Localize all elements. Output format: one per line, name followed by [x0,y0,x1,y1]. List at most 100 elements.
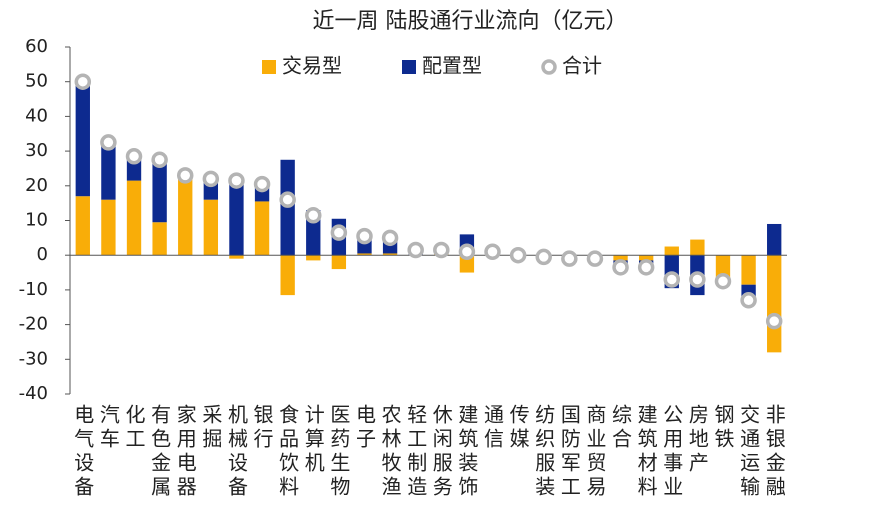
bar [75,81,90,197]
bar [767,223,782,256]
bar [75,196,90,256]
legend-label: 合计 [562,54,602,78]
y-tick-label: 60 [25,36,48,57]
y-tick-label: 10 [25,210,48,231]
y-tick-label: 20 [25,175,48,196]
bar [638,255,654,261]
total-dot [458,243,476,260]
total-dot [305,207,322,224]
bar [101,199,116,256]
x-tick-label: 采掘 [199,404,223,452]
y-tick-label: 30 [25,140,48,161]
x-tick-label: 纺织服装 [532,404,556,500]
total-dot [125,148,143,165]
x-tick-label: 家用电器 [173,404,197,500]
x-tick-label: 建筑材料 [634,404,658,500]
x-tick-label: 钢铁 [711,404,735,452]
bar [613,255,628,261]
chart-title: 近一周 陆股通行业流向（亿元） [313,9,628,34]
x-tick-label: 商业贸易 [583,404,607,500]
total-dot [74,73,92,90]
total-dot [765,312,783,330]
total-dot [561,250,578,267]
bar [203,199,219,256]
x-tick-label: 农林牧渔 [378,404,402,500]
total-dot [612,259,629,276]
bar [229,255,244,259]
y-tick-label: -30 [19,348,48,369]
total-dot [637,259,655,276]
x-tick-label: 化工 [122,404,146,452]
total-dot [330,224,348,241]
legend-label: 交易型 [282,54,342,78]
bar [741,255,756,285]
x-tick-label: 公用事业 [660,404,684,500]
total-dot [714,272,732,290]
total-dot [381,229,399,247]
total-dot [356,227,373,245]
x-tick-label: 计算机 [301,404,325,476]
legend-label: 配置型 [422,54,482,78]
bar [254,201,270,256]
total-dot [279,191,296,208]
total-dot [509,246,527,264]
x-tick-label: 汽车 [96,404,120,452]
total-dot [740,292,757,309]
x-tick-label: 食品饮料 [276,404,300,500]
x-tick-label: 休闲服务 [429,404,453,500]
x-tick-label: 建筑装饰 [455,404,479,500]
x-tick-label: 有色金属 [148,404,172,500]
bar [459,255,475,273]
legend-swatch [262,60,276,74]
x-tick-label: 轻工制造 [404,404,428,500]
y-tick-label: -10 [19,279,48,300]
x-tick-label: 电子 [352,404,376,452]
bar [306,255,321,261]
x-tick-label: 银行 [250,404,274,452]
bar [101,142,116,200]
total-dot [535,248,552,266]
y-tick-label: 50 [25,71,48,92]
bar [126,180,142,256]
bar [357,253,372,256]
bar [382,253,398,256]
total-dot [586,250,604,267]
total-dot [202,170,220,188]
total-dot [228,172,245,189]
legend-marker [541,59,557,75]
x-tick-label: 医药生物 [327,404,351,500]
bar [178,177,193,256]
bar [152,222,167,256]
total-dot [253,175,271,193]
bar [280,255,295,296]
x-tick-label: 综合 [609,404,633,452]
bar [715,255,731,278]
total-dot [689,271,706,288]
x-tick-label: 电气设备 [71,404,95,500]
total-dot [433,241,450,259]
legend-swatch [402,60,416,74]
y-tick-label: -20 [19,314,48,335]
total-dot [663,271,681,288]
bar [664,246,679,256]
bar [767,255,782,353]
bar [152,159,167,223]
x-tick-label: 房地产 [685,404,709,476]
y-tick-label: 40 [25,105,48,126]
total-dot [407,241,424,259]
bar [331,255,347,270]
y-tick-label: 0 [37,244,48,265]
x-tick-label: 通信 [481,404,505,452]
total-dot [100,134,117,151]
x-tick-label: 非银金融 [762,404,786,500]
bar [690,239,705,256]
x-tick-label: 交通运输 [737,404,761,500]
total-dot [176,167,194,184]
total-dot [484,243,501,260]
y-tick-label: -40 [19,383,48,404]
x-tick-label: 机械设备 [224,404,248,500]
x-tick-label: 传媒 [506,404,530,452]
total-dot [151,151,168,169]
